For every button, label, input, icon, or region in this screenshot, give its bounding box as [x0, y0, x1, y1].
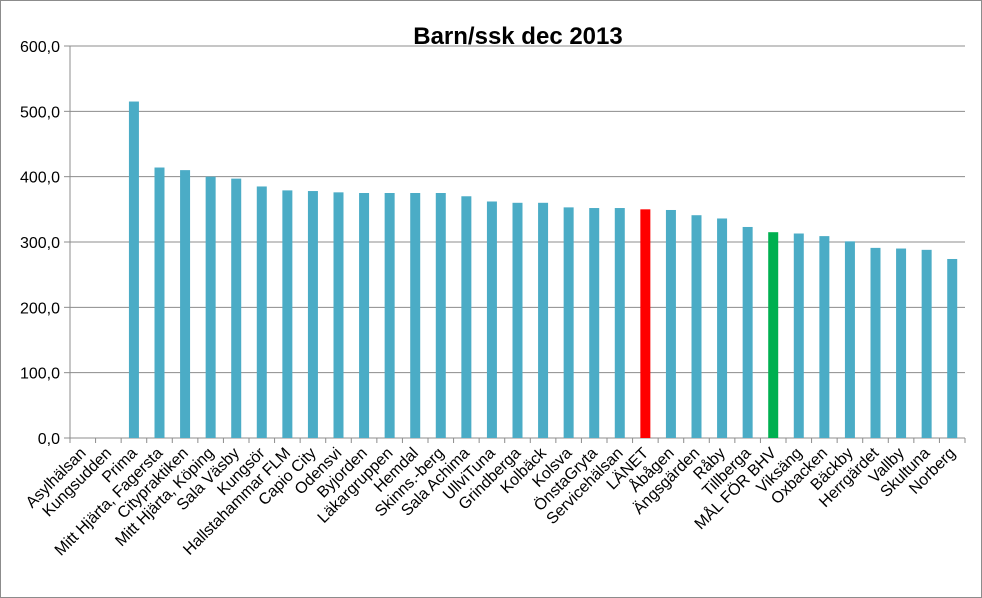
y-tick-labels: 0,0 100,0 200,0 300,0 400,0 500,0 600,0 [20, 39, 60, 448]
y-tick-label: 0,0 [38, 431, 60, 448]
bar [768, 232, 779, 438]
bar [844, 241, 855, 438]
chart-title: Barn/ssk dec 2013 [413, 23, 622, 50]
y-tick-label: 200,0 [20, 300, 60, 317]
bar [205, 176, 216, 438]
bar [563, 207, 574, 438]
bar [538, 202, 549, 438]
bar [461, 196, 472, 438]
bar [333, 192, 344, 438]
bar [384, 193, 395, 438]
bars [128, 101, 958, 439]
bar [614, 208, 625, 438]
bar [435, 193, 446, 438]
bar [640, 209, 651, 438]
y-tick-label: 500,0 [20, 104, 60, 121]
y-tick-label: 300,0 [20, 235, 60, 252]
bar [154, 167, 165, 438]
bar [921, 249, 932, 438]
bar [512, 202, 523, 438]
bar [742, 226, 753, 438]
bar [231, 178, 242, 439]
bar [819, 236, 830, 438]
bar [793, 233, 804, 438]
bar [589, 208, 600, 438]
bar [947, 258, 958, 438]
bar [128, 101, 139, 439]
bar [665, 209, 676, 438]
gridlines [70, 45, 965, 374]
bar [717, 218, 728, 438]
y-tick-label: 600,0 [20, 39, 60, 56]
y-tick-label: 100,0 [20, 366, 60, 383]
bar [359, 193, 370, 438]
bar [410, 193, 421, 438]
bar [282, 190, 293, 438]
bar [691, 215, 702, 438]
bar [870, 247, 881, 438]
bar [307, 191, 318, 438]
bar [256, 186, 267, 438]
bar [180, 170, 191, 438]
bar [486, 201, 497, 438]
bar [896, 248, 907, 438]
y-tick-label: 400,0 [20, 170, 60, 187]
